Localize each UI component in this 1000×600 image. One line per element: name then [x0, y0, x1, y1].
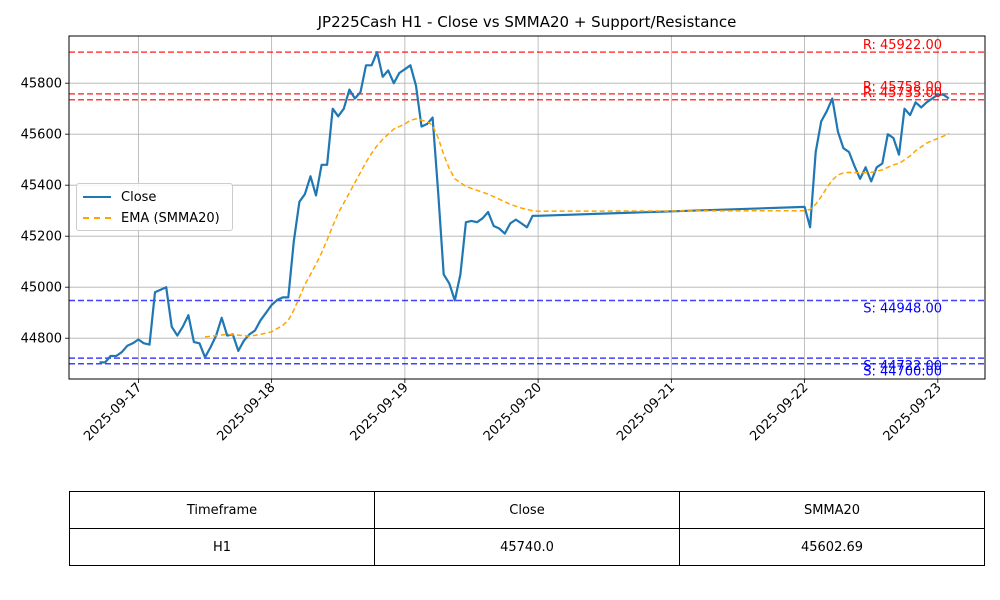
- x-tick-label: 2025-09-19: [348, 380, 412, 444]
- table-header-cell: SMMA20: [679, 491, 985, 529]
- legend-label-close: Close: [121, 189, 157, 205]
- close-series-line: [99, 50, 950, 364]
- x-tick-label: 2025-09-20: [481, 380, 545, 444]
- x-tick-label: 2025-09-21: [614, 380, 678, 444]
- x-tick-label: 2025-09-23: [881, 380, 945, 444]
- axis-ticks: 2025-09-17 2025-09-18 2025-09-19 2025-09-20…: [21, 77, 945, 445]
- legend-swatch-close: [83, 196, 111, 198]
- legend-item-close: Close: [83, 188, 156, 206]
- support-label: S: 44948.00: [863, 301, 942, 316]
- y-tick-label: 45000: [21, 281, 62, 296]
- table-cell-smma20: 45602.69: [679, 528, 985, 566]
- chart: JP225Cash H1 - Close vs SMMA20 + Support…: [21, 13, 986, 445]
- table-row: H1 45740.0 45602.69: [69, 528, 985, 566]
- ema-series-line: [204, 118, 950, 338]
- resistance-label: R: 45758.00: [863, 80, 942, 95]
- table-cell-close: 45740.0: [374, 528, 680, 566]
- series-lines: [99, 50, 950, 364]
- table-header-row: Timeframe Close SMMA20: [69, 491, 985, 529]
- y-tick-label: 45600: [21, 128, 62, 143]
- y-tick-label: 45800: [21, 77, 62, 92]
- table-header-cell: Timeframe: [69, 491, 375, 529]
- legend-label-ema: EMA (SMMA20): [121, 210, 220, 226]
- x-tick-label: 2025-09-18: [214, 380, 278, 444]
- support-label: S: 44722.00: [863, 359, 942, 374]
- legend-swatch-ema: [83, 217, 111, 219]
- level-labels: R: 45922.00 R: 45758.00R: 45735.00 S: 4494…: [863, 38, 942, 380]
- table-header-cell: Close: [374, 491, 680, 529]
- plot-area: [68, 35, 986, 380]
- x-tick-label: 2025-09-17: [81, 380, 145, 444]
- support-label: S: 44700.00: [863, 365, 942, 380]
- resistance-label: R: 45922.00: [863, 38, 942, 53]
- y-tick-label: 45400: [21, 179, 62, 194]
- table-cell-timeframe: H1: [69, 528, 375, 566]
- x-tick-label: 2025-09-22: [747, 380, 811, 444]
- chart-title: JP225Cash H1 - Close vs SMMA20 + Support…: [317, 13, 737, 31]
- legend: Close EMA (SMMA20): [76, 183, 233, 231]
- resistance-label: R: 45735.00: [863, 86, 942, 101]
- y-tick-label: 44800: [21, 332, 62, 347]
- y-tick-label: 45200: [21, 230, 62, 245]
- legend-item-ema: EMA (SMMA20): [83, 209, 220, 227]
- summary-table: Timeframe Close SMMA20 H1 45740.0 45602.…: [69, 491, 985, 566]
